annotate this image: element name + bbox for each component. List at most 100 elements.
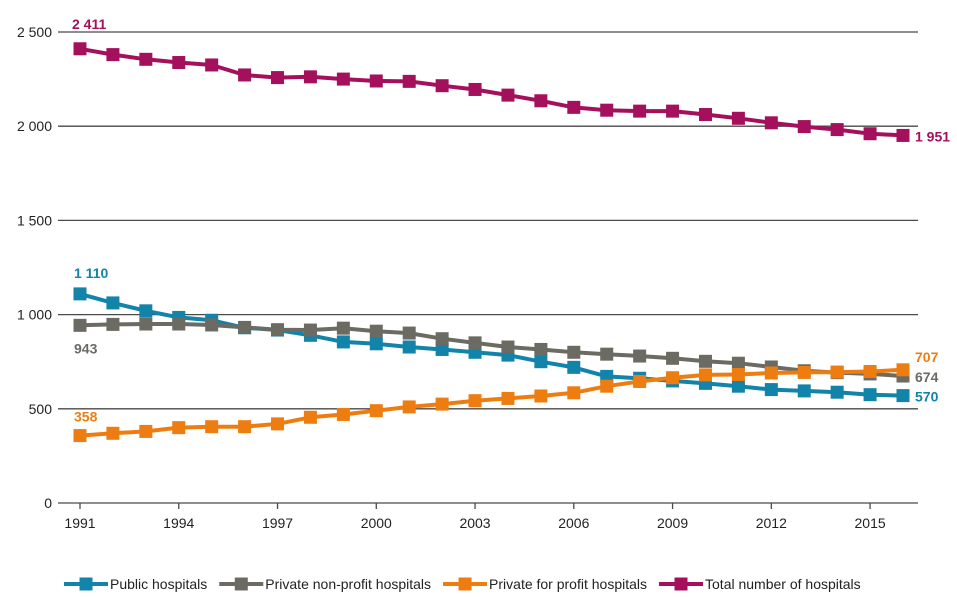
legend-marker	[79, 577, 93, 591]
series-2	[73, 317, 910, 383]
legend-label: Total number of hospitals	[705, 576, 861, 592]
data-point	[73, 429, 87, 443]
data-point	[172, 317, 186, 331]
data-point	[797, 120, 811, 134]
data-point	[435, 397, 449, 411]
data-point	[435, 332, 449, 346]
legend-item: Public hospitals	[64, 576, 207, 592]
data-point	[205, 58, 219, 72]
data-point	[501, 88, 515, 102]
data-point	[271, 323, 285, 337]
data-point	[402, 74, 416, 88]
data-point	[567, 386, 581, 400]
data-point	[896, 363, 910, 377]
y-axis-tick-labels: 0 500 1 000 1 500 2 000 2 500	[17, 24, 52, 511]
data-point	[534, 355, 548, 369]
y-tick-label: 1 500	[17, 212, 52, 228]
data-point	[369, 337, 383, 351]
data-point	[205, 318, 219, 332]
data-point	[698, 108, 712, 122]
y-tick-label: 1 000	[17, 307, 52, 323]
data-point	[567, 100, 581, 114]
data-point	[698, 354, 712, 368]
data-point	[830, 385, 844, 399]
data-point	[435, 342, 449, 356]
data-point	[567, 360, 581, 374]
data-point	[830, 123, 844, 137]
data-point	[303, 410, 317, 424]
data-point	[896, 389, 910, 403]
data-point	[633, 374, 647, 388]
data-label: 674	[915, 369, 939, 385]
data-point	[600, 369, 614, 383]
data-point	[731, 368, 745, 382]
data-point	[666, 371, 680, 385]
data-point	[271, 417, 285, 431]
series-line	[79, 322, 904, 378]
data-point	[336, 72, 350, 86]
data-point	[534, 342, 548, 356]
series-3	[73, 363, 910, 443]
x-tick-label: 2009	[657, 515, 688, 531]
data-point	[402, 340, 416, 354]
data-point	[501, 391, 515, 405]
data-point	[633, 349, 647, 363]
data-point	[106, 317, 120, 331]
data-point	[863, 127, 877, 141]
data-label: 358	[74, 409, 98, 425]
data-point	[73, 42, 87, 56]
data-point	[106, 48, 120, 62]
data-point	[303, 70, 317, 84]
data-point	[336, 335, 350, 349]
data-point	[238, 68, 252, 82]
data-point	[863, 388, 877, 402]
data-point	[731, 111, 745, 125]
data-label: 570	[915, 389, 939, 405]
data-point	[600, 379, 614, 393]
data-point	[139, 317, 153, 331]
data-point	[567, 345, 581, 359]
legend-marker	[458, 577, 472, 591]
legend-marker	[674, 577, 688, 591]
data-point	[172, 56, 186, 70]
data-point	[139, 424, 153, 438]
series-4	[73, 42, 910, 142]
data-point	[731, 379, 745, 393]
data-point	[633, 104, 647, 118]
data-point	[238, 420, 252, 434]
x-tick-label: 1997	[262, 515, 293, 531]
data-point	[534, 94, 548, 108]
series-lines	[73, 42, 910, 443]
data-point	[468, 336, 482, 350]
legend-label: Public hospitals	[110, 576, 207, 592]
legend: Public hospitals Private non-profit hospi…	[64, 576, 861, 592]
data-point	[666, 351, 680, 365]
legend-item: Private for profit hospitals	[443, 576, 647, 592]
data-point	[666, 104, 680, 118]
data-point	[501, 340, 515, 354]
data-point	[698, 368, 712, 382]
legend-label: Private non-profit hospitals	[265, 576, 431, 592]
x-tick-label: 2000	[361, 515, 392, 531]
y-tick-label: 2 000	[17, 118, 52, 134]
legend-item: Total number of hospitals	[659, 576, 861, 592]
data-point	[534, 389, 548, 403]
x-tick-label: 2003	[459, 515, 490, 531]
data-point	[369, 74, 383, 88]
y-tick-label: 2 500	[17, 24, 52, 40]
data-point	[369, 404, 383, 418]
x-tick-label: 1991	[64, 515, 95, 531]
data-point	[139, 304, 153, 318]
x-tick-label: 1994	[163, 515, 194, 531]
data-point	[764, 116, 778, 130]
data-point	[336, 407, 350, 421]
data-point	[402, 400, 416, 414]
data-point	[731, 356, 745, 370]
data-point	[402, 326, 416, 340]
legend-marker	[234, 577, 248, 591]
data-label: 2 411	[72, 16, 106, 32]
data-label: 1 110	[74, 265, 108, 281]
data-point	[205, 420, 219, 434]
data-point	[139, 52, 153, 66]
